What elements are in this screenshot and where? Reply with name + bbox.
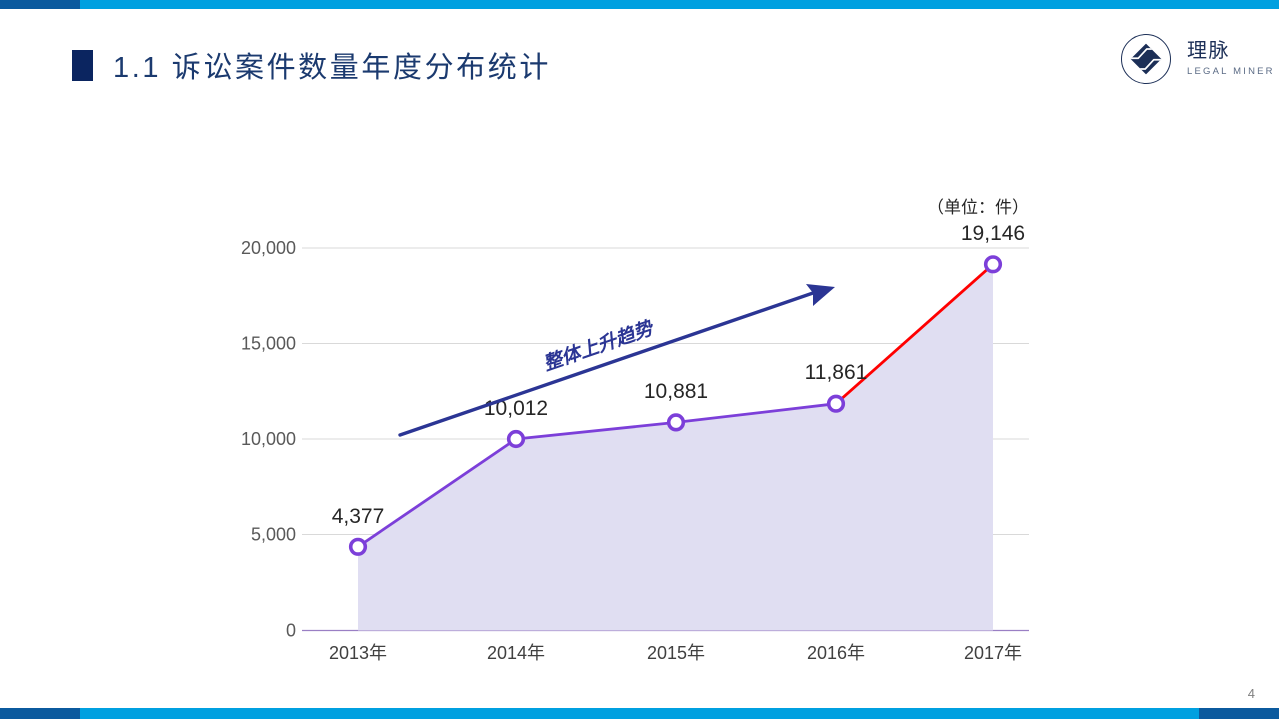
svg-text:10,012: 10,012	[484, 397, 548, 420]
svg-text:15,000: 15,000	[241, 334, 296, 354]
svg-text:4,377: 4,377	[332, 505, 385, 528]
svg-text:2016年: 2016年	[807, 643, 865, 663]
svg-text:2017年: 2017年	[964, 643, 1022, 663]
svg-text:20,000: 20,000	[241, 238, 296, 258]
svg-text:5,000: 5,000	[251, 525, 296, 545]
svg-text:2013年: 2013年	[329, 643, 387, 663]
svg-text:10,000: 10,000	[241, 429, 296, 449]
svg-text:0: 0	[286, 621, 296, 641]
svg-text:（单位：件）: （单位：件）	[927, 198, 1029, 217]
svg-text:10,881: 10,881	[644, 380, 708, 403]
svg-text:19,146: 19,146	[961, 222, 1025, 245]
svg-text:11,861: 11,861	[805, 361, 868, 384]
svg-text:2015年: 2015年	[647, 643, 705, 663]
svg-text:2014年: 2014年	[487, 643, 545, 663]
